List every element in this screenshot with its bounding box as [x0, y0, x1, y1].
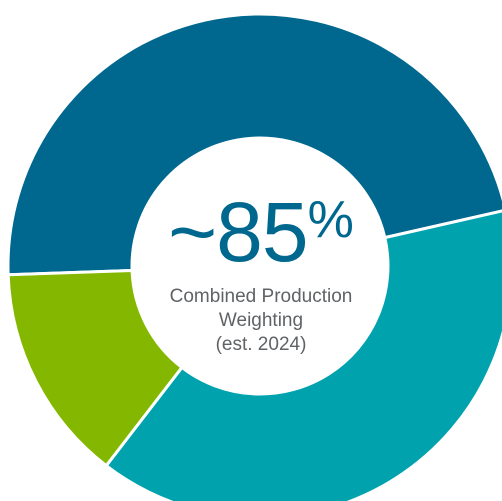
donut-slice-1	[6, 12, 502, 277]
donut-slice-3	[6, 268, 185, 468]
center-value-number: ~85	[168, 185, 308, 279]
center-caption-line-1: Combined Production	[169, 286, 353, 307]
donut-slice-2	[104, 209, 502, 501]
center-caption-line-2: Weighting	[218, 310, 304, 331]
center-value: ~85%	[131, 170, 391, 279]
center-caption: Combined Production Weighting (est. 2024…	[131, 285, 391, 357]
center-caption-line-3: (est. 2024)	[215, 334, 307, 355]
center-value-unit: %	[307, 191, 354, 249]
